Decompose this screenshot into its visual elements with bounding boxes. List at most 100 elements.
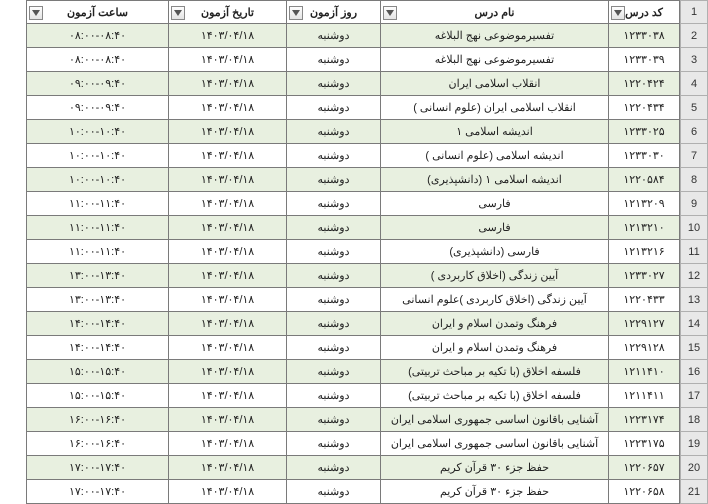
row-number[interactable]: 14 [680,312,708,336]
cell-code[interactable]: ۱۲۲۰۴۳۳ [608,288,680,312]
cell-code[interactable]: ۱۲۱۳۲۱۰ [608,216,680,240]
cell-day[interactable]: دوشنبه [286,168,380,192]
cell-date[interactable]: ۱۴۰۳/۰۴/۱۸ [168,192,286,216]
cell-date[interactable]: ۱۴۰۳/۰۴/۱۸ [168,216,286,240]
cell-time[interactable]: ۱۱:۰۰-۱۱:۴۰ [26,192,168,216]
row-number[interactable]: 5 [680,96,708,120]
cell-name[interactable]: فلسفه اخلاق (با تکیه بر مباحث تربیتی) [380,360,608,384]
cell-day[interactable]: دوشنبه [286,312,380,336]
row-number[interactable]: 10 [680,216,708,240]
cell-time[interactable]: ۰۹:۰۰-۰۹:۴۰ [26,96,168,120]
cell-day[interactable]: دوشنبه [286,48,380,72]
cell-day[interactable]: دوشنبه [286,480,380,504]
row-number[interactable]: 3 [680,48,708,72]
filter-dropdown-icon[interactable] [383,6,397,20]
cell-time[interactable]: ۱۶:۰۰-۱۶:۴۰ [26,408,168,432]
cell-time[interactable]: ۱۴:۰۰-۱۴:۴۰ [26,336,168,360]
row-number[interactable]: 13 [680,288,708,312]
row-number[interactable]: 11 [680,240,708,264]
cell-day[interactable]: دوشنبه [286,120,380,144]
cell-date[interactable]: ۱۴۰۳/۰۴/۱۸ [168,96,286,120]
cell-time[interactable]: ۰۸:۰۰-۰۸:۴۰ [26,48,168,72]
row-number[interactable]: 17 [680,384,708,408]
cell-date[interactable]: ۱۴۰۳/۰۴/۱۸ [168,288,286,312]
cell-code[interactable]: ۱۲۳۳۰۳۹ [608,48,680,72]
column-header-name[interactable]: نام درس [380,0,608,24]
cell-code[interactable]: ۱۲۳۳۰۲۵ [608,120,680,144]
cell-time[interactable]: ۱۵:۰۰-۱۵:۴۰ [26,384,168,408]
cell-name[interactable]: آیین زندگی (اخلاق کاربردی )علوم انسانی [380,288,608,312]
cell-time[interactable]: ۱۰:۰۰-۱۰:۴۰ [26,120,168,144]
row-number[interactable]: 8 [680,168,708,192]
cell-date[interactable]: ۱۴۰۳/۰۴/۱۸ [168,240,286,264]
cell-name[interactable]: آشنایی باقانون اساسی جمهوری اسلامی ایران [380,432,608,456]
cell-time[interactable]: ۱۶:۰۰-۱۶:۴۰ [26,432,168,456]
column-header-day[interactable]: روز آزمون [286,0,380,24]
cell-date[interactable]: ۱۴۰۳/۰۴/۱۸ [168,312,286,336]
column-header-code[interactable]: کد درس [608,0,680,24]
cell-name[interactable]: تفسیرموضوعی نهج البلاغه [380,48,608,72]
cell-time[interactable]: ۱۰:۰۰-۱۰:۴۰ [26,144,168,168]
cell-time[interactable]: ۱۳:۰۰-۱۳:۴۰ [26,288,168,312]
cell-day[interactable]: دوشنبه [286,408,380,432]
cell-time[interactable]: ۰۹:۰۰-۰۹:۴۰ [26,72,168,96]
cell-date[interactable]: ۱۴۰۳/۰۴/۱۸ [168,264,286,288]
row-number[interactable]: 2 [680,24,708,48]
cell-code[interactable]: ۱۲۲۳۱۷۵ [608,432,680,456]
row-number[interactable]: 15 [680,336,708,360]
cell-code[interactable]: ۱۲۲۳۱۷۴ [608,408,680,432]
cell-time[interactable]: ۱۷:۰۰-۱۷:۴۰ [26,456,168,480]
cell-name[interactable]: تفسیرموضوعی نهج البلاغه [380,24,608,48]
row-number[interactable]: 18 [680,408,708,432]
cell-code[interactable]: ۱۲۲۹۱۲۷ [608,312,680,336]
cell-date[interactable]: ۱۴۰۳/۰۴/۱۸ [168,144,286,168]
cell-date[interactable]: ۱۴۰۳/۰۴/۱۸ [168,48,286,72]
row-number[interactable]: 16 [680,360,708,384]
cell-date[interactable]: ۱۴۰۳/۰۴/۱۸ [168,24,286,48]
cell-code[interactable]: ۱۲۲۰۶۵۸ [608,480,680,504]
cell-name[interactable]: حفظ جزء ۳۰ قرآن کریم [380,456,608,480]
cell-time[interactable]: ۱۰:۰۰-۱۰:۴۰ [26,168,168,192]
cell-name[interactable]: آیین زندگی (اخلاق کاربردی ) [380,264,608,288]
cell-date[interactable]: ۱۴۰۳/۰۴/۱۸ [168,360,286,384]
cell-code[interactable]: ۱۲۱۳۲۰۹ [608,192,680,216]
cell-name[interactable]: اندیشه اسلامی ۱ (دانشپذیری) [380,168,608,192]
cell-name[interactable]: فرهنگ وتمدن اسلام و ایران [380,312,608,336]
cell-name[interactable]: حفظ جزء ۳۰ قرآن کریم [380,480,608,504]
cell-time[interactable]: ۱۳:۰۰-۱۳:۴۰ [26,264,168,288]
row-number[interactable]: 21 [680,480,708,504]
cell-name[interactable]: اندیشه اسلامی ۱ [380,120,608,144]
cell-name[interactable]: فارسی [380,192,608,216]
cell-name[interactable]: فارسی [380,216,608,240]
cell-day[interactable]: دوشنبه [286,192,380,216]
cell-date[interactable]: ۱۴۰۳/۰۴/۱۸ [168,384,286,408]
cell-date[interactable]: ۱۴۰۳/۰۴/۱۸ [168,72,286,96]
cell-time[interactable]: ۰۸:۰۰-۰۸:۴۰ [26,24,168,48]
cell-day[interactable]: دوشنبه [286,72,380,96]
filter-dropdown-icon[interactable] [29,6,43,20]
cell-time[interactable]: ۱۷:۰۰-۱۷:۴۰ [26,480,168,504]
cell-name[interactable]: فلسفه اخلاق (با تکیه بر مباحث تربیتی) [380,384,608,408]
cell-name[interactable]: انقلاب اسلامی ایران [380,72,608,96]
cell-day[interactable]: دوشنبه [286,432,380,456]
row-number[interactable]: 7 [680,144,708,168]
cell-name[interactable]: آشنایی باقانون اساسی جمهوری اسلامی ایران [380,408,608,432]
filter-dropdown-icon[interactable] [171,6,185,20]
cell-date[interactable]: ۱۴۰۳/۰۴/۱۸ [168,480,286,504]
cell-code[interactable]: ۱۲۱۳۲۱۶ [608,240,680,264]
filter-dropdown-icon[interactable] [611,6,625,20]
cell-time[interactable]: ۱۱:۰۰-۱۱:۴۰ [26,216,168,240]
row-number[interactable]: 19 [680,432,708,456]
cell-day[interactable]: دوشنبه [286,216,380,240]
row-number[interactable]: 12 [680,264,708,288]
cell-code[interactable]: ۱۲۲۹۱۲۸ [608,336,680,360]
cell-name[interactable]: اندیشه اسلامی (علوم انسانی ) [380,144,608,168]
cell-date[interactable]: ۱۴۰۳/۰۴/۱۸ [168,120,286,144]
cell-date[interactable]: ۱۴۰۳/۰۴/۱۸ [168,336,286,360]
cell-code[interactable]: ۱۲۱۱۴۱۱ [608,384,680,408]
cell-day[interactable]: دوشنبه [286,96,380,120]
cell-code[interactable]: ۱۲۲۰۴۲۴ [608,72,680,96]
filter-dropdown-icon[interactable] [289,6,303,20]
cell-day[interactable]: دوشنبه [286,288,380,312]
row-number[interactable]: 20 [680,456,708,480]
